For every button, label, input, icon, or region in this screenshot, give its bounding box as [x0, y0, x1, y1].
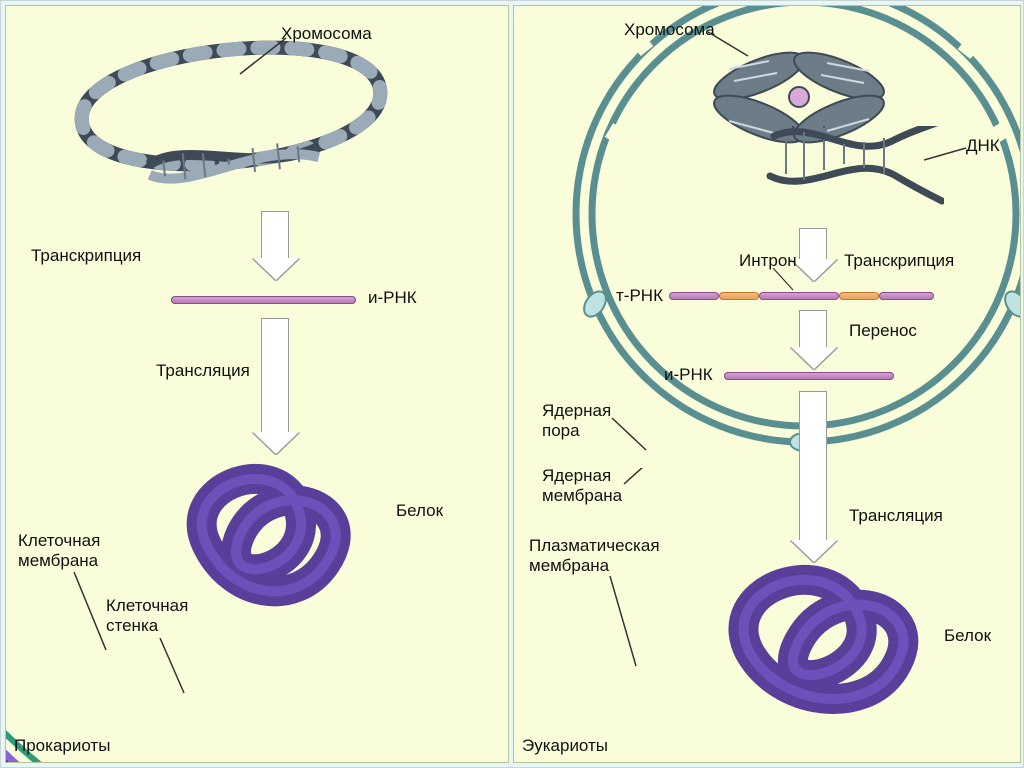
- mrna-strand-right: [724, 372, 894, 380]
- arrow-translation-right: [799, 391, 827, 541]
- label-protein-right: Белок: [944, 626, 991, 646]
- mrna-strand: [171, 296, 356, 304]
- label-cell-wall: Клеточная стенка: [106, 596, 188, 637]
- label-intron: Интрон: [739, 251, 797, 271]
- arrow-transcription: [261, 211, 289, 259]
- label-transcription-right: Транскрипция: [844, 251, 954, 271]
- arrow-transport: [799, 310, 827, 348]
- label-dna: ДНК: [966, 136, 1000, 156]
- premrna-intron1: [719, 292, 759, 300]
- premrna-intron2: [839, 292, 879, 300]
- label-cell-membrane: Клеточная мембрана: [18, 531, 100, 572]
- premrna-exon2: [759, 292, 839, 300]
- label-mrna-right: и-РНК: [664, 365, 713, 385]
- label-nuclear-membrane: Ядерная мембрана: [542, 466, 622, 507]
- label-chromosome-right: Хромосома: [624, 20, 715, 40]
- label-transport: Перенос: [849, 321, 917, 341]
- caption-prokaryote: Прокариоты: [14, 736, 110, 756]
- leader-nuclear-membrane: [622, 468, 666, 488]
- prokaryote-circular-dna: [6, 6, 509, 286]
- caption-eukaryote: Эукариоты: [522, 736, 608, 756]
- label-mrna: и-РНК: [368, 288, 417, 308]
- label-plasma-membrane: Плазматическая мембрана: [529, 536, 660, 577]
- plasma-membrane-arc: [514, 6, 1021, 763]
- leader-cell-wall: [154, 638, 194, 698]
- leader-nuclear-pore: [610, 416, 650, 456]
- premrna-exon1: [669, 292, 719, 300]
- premrna-exon3: [879, 292, 934, 300]
- protein-knot-right: [719, 551, 949, 721]
- x-chromosome: [699, 41, 899, 151]
- panel-eukaryote: Хромосома ДНК Транскрипция Интрон т-РНК …: [513, 5, 1021, 763]
- label-nuclear-pore: Ядерная пора: [542, 401, 611, 442]
- label-chromosome: Хромосома: [281, 24, 372, 44]
- label-protein: Белок: [396, 501, 443, 521]
- arrow-translation: [261, 318, 289, 433]
- label-trna: т-РНК: [616, 286, 663, 306]
- label-translation-right: Трансляция: [849, 506, 943, 526]
- leader-dna: [924, 146, 969, 164]
- prokaryote-envelope: [6, 6, 509, 763]
- label-translation: Трансляция: [156, 361, 250, 381]
- label-transcription: Транскрипция: [31, 246, 141, 266]
- dna-fragment: [764, 126, 944, 236]
- protein-knot: [176, 448, 386, 618]
- arrow-transcription-right: [799, 228, 827, 260]
- leader-plasma-membrane: [604, 576, 644, 671]
- panel-prokaryote: Хромосома Транскрипция и-РНК Трансляция …: [5, 5, 509, 763]
